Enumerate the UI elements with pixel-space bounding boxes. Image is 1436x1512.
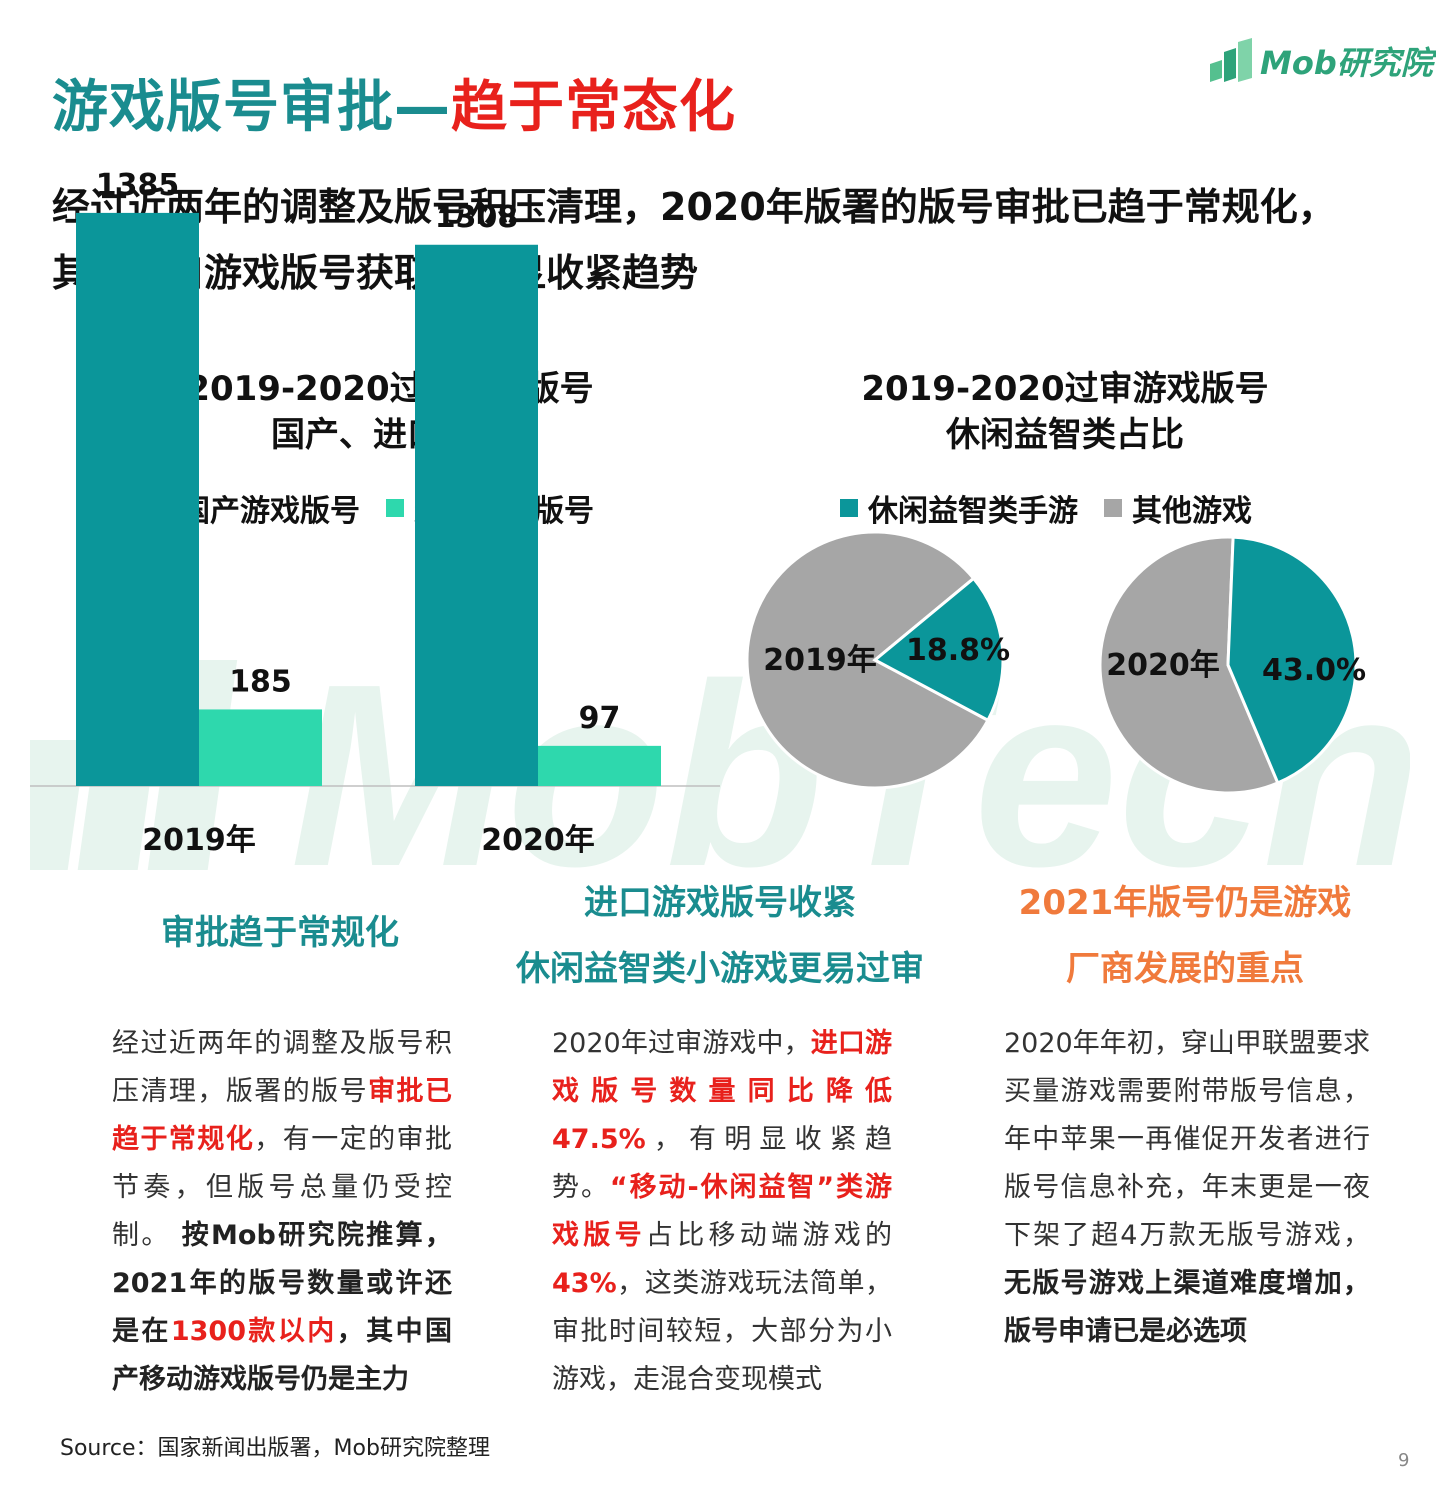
pie-year-label: 2020年 [1106, 648, 1220, 683]
pie-share-label: 43.0% [1262, 653, 1366, 688]
legend-item-casual: 休闲益智类手游 [840, 486, 1078, 530]
column-3-text-segment: 2020年年初，穿山甲联盟要求买量游戏需要附带版号信息，年中苹果一再催促开发者进… [1004, 1028, 1370, 1251]
legend-label-other: 其他游戏 [1132, 494, 1252, 529]
legend-swatch-import [386, 499, 404, 517]
column-2-heading-line-2: 休闲益智类小游戏更易过审 [516, 949, 924, 989]
column-2-text-segment: 进口游戏版号数量同比降低47.5% [552, 1028, 893, 1155]
column-1-text-segment: ，有一定的审批节奏，但版号总量仍受控制。 [112, 1124, 453, 1251]
pie-slice-other-2 [1098, 535, 1280, 795]
column-1-text-segment: 审批已趋于常规化 [112, 1076, 453, 1155]
charts-canvas: 1385 185 2019年 1308 97 2020年 2019年 18.8% 2020年 43… [30, 168, 1366, 858]
title-part-1: 游戏版号审批— [52, 75, 451, 140]
logo-text: Mob研究院 [1260, 44, 1433, 82]
bar-value-label: 1385 [96, 168, 180, 203]
logo-icon [1210, 38, 1252, 82]
column-2-heading: 进口游戏版号收紧休闲益智类小游戏更易过审 [470, 870, 970, 1002]
column-3-text-segment: 无版号游戏上渠道难度增加，版号申请已是必选项 [1004, 1268, 1370, 1347]
column-1-text-segment: 经过近两年的调整及版号积压清理，版署的版号 [112, 1028, 452, 1107]
bar-domestic-1 [76, 212, 199, 786]
column-2-text-segment: ，这类游戏玩法简单，审批时间较短，大部分为小游戏，走混合变现模式 [552, 1268, 892, 1395]
column-2-text-segment: 2020年过审游戏中， [552, 1028, 811, 1059]
bar-value-label: 97 [579, 701, 621, 736]
column-3-heading-line-2: 厂商发展的重点 [1066, 949, 1304, 989]
pie-chart-legend: 休闲益智类手游 其他游戏 [840, 486, 1278, 530]
column-1-body: 经过近两年的调整及版号积压清理，版署的版号审批已趋于常规化，有一定的审批节奏，但… [112, 1020, 452, 1404]
legend-swatch-other [1104, 499, 1122, 517]
bar-import-2 [538, 745, 661, 786]
bar-import-1 [199, 709, 322, 786]
column-2-text-segment: “移动-休闲益智”类游戏版号 [552, 1172, 893, 1251]
source-note: Source：国家新闻出版署，Mob研究院整理 [60, 1436, 490, 1461]
pie-slice-casual-2 [1226, 535, 1358, 785]
legend-item-other: 其他游戏 [1104, 486, 1252, 530]
pie-slice-other-1 [745, 530, 990, 790]
column-1-text-segment: ，其中国产移动游戏版号仍是主力 [112, 1316, 452, 1395]
legend-label-domestic: 国产游戏版号 [180, 494, 360, 529]
pie-share-label: 18.8% [906, 633, 1010, 668]
bar-value-label: 1308 [435, 200, 519, 235]
bar-value-label: 185 [229, 664, 292, 699]
page-title: 游戏版号审批—趋于常态化 [52, 62, 736, 143]
page-number: 9 [1398, 1450, 1410, 1471]
column-2-text-segment: ，有明显收紧趋势。 [552, 1124, 892, 1203]
bar-domestic-2 [415, 244, 538, 787]
bar-category-label: 2019年 [142, 823, 256, 858]
column-2-text-segment: 43% [552, 1268, 617, 1299]
pie-chart-title-line-1: 2019-2020过审游戏版号 [861, 369, 1269, 409]
column-1-text-segment: 按Mob研究院推算，2021年的版号数量或许还是在 [112, 1220, 452, 1347]
pie-chart-title-line-2: 休闲益智类占比 [946, 415, 1184, 455]
legend-label-casual: 休闲益智类手游 [868, 494, 1078, 529]
column-1-text-segment: 1300款以内 [170, 1316, 337, 1347]
legend-swatch-casual [840, 499, 858, 517]
pie-chart-title: 2019-2020过审游戏版号 休闲益智类占比 [780, 366, 1350, 458]
brand-logo: Mob研究院 [1208, 28, 1433, 88]
title-part-2: 趋于常态化 [451, 75, 736, 140]
column-3-body: 2020年年初，穿山甲联盟要求买量游戏需要附带版号信息，年中苹果一再催促开发者进… [1004, 1020, 1370, 1356]
column-3-heading-line-1: 2021年版号仍是游戏 [1018, 883, 1352, 923]
column-1-heading: 审批趋于常规化 [90, 900, 470, 966]
pie-year-label: 2019年 [763, 643, 877, 678]
column-2-text-segment: 占比移动端游戏的 [645, 1220, 893, 1251]
column-2-heading-line-1: 进口游戏版号收紧 [584, 883, 856, 923]
bar-category-label: 2020年 [481, 823, 595, 858]
column-2-body: 2020年过审游戏中，进口游戏版号数量同比降低47.5%，有明显收紧趋势。“移动… [552, 1020, 892, 1404]
pie-slice-casual-1 [872, 576, 1005, 723]
column-3-heading: 2021年版号仍是游戏 厂商发展的重点 [985, 870, 1385, 1002]
column-1-heading-line-1: 审批趋于常规化 [161, 913, 399, 953]
